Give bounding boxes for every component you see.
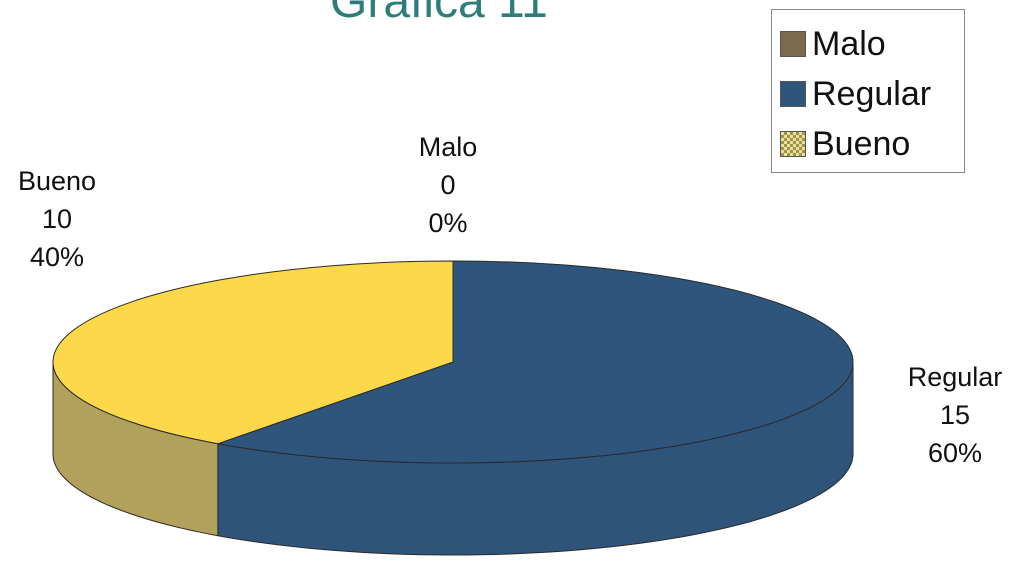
data-label-bueno-category: Bueno (17, 166, 97, 196)
pie-slice-bueno (52, 260, 454, 445)
chart-title: Grafica 11 (330, 0, 548, 28)
data-label-regular-value: 15 (939, 400, 971, 430)
legend-label-malo: Malo (812, 24, 886, 63)
legend-swatch-bueno (780, 131, 806, 157)
legend-item-bueno: Bueno (780, 119, 964, 169)
legend-swatch-regular (780, 81, 806, 107)
legend-label-regular: Regular (812, 74, 932, 113)
pie-top-faces (52, 260, 854, 464)
data-label-regular-percent: 60% (927, 438, 983, 468)
legend-item-regular: Regular (780, 69, 964, 119)
legend-swatch-malo (780, 31, 806, 57)
legend-label-bueno: Bueno (812, 124, 911, 163)
legend-item-malo: Malo (780, 19, 964, 69)
data-label-malo-value: 0 (440, 170, 456, 200)
data-label-bueno-percent: 40% (29, 242, 85, 272)
legend: Malo Regular Bueno (771, 9, 965, 173)
data-label-bueno-value: 10 (41, 204, 73, 234)
data-label-bueno: Bueno 10 40% (0, 162, 137, 276)
data-label-malo: Malo 0 0% (368, 128, 528, 242)
data-label-malo-percent: 0% (428, 208, 468, 238)
pie-slice-regular (217, 260, 854, 464)
data-label-regular-category: Regular (907, 362, 1003, 392)
data-label-malo-category: Malo (418, 132, 478, 162)
data-label-regular: Regular 15 60% (875, 358, 1028, 472)
